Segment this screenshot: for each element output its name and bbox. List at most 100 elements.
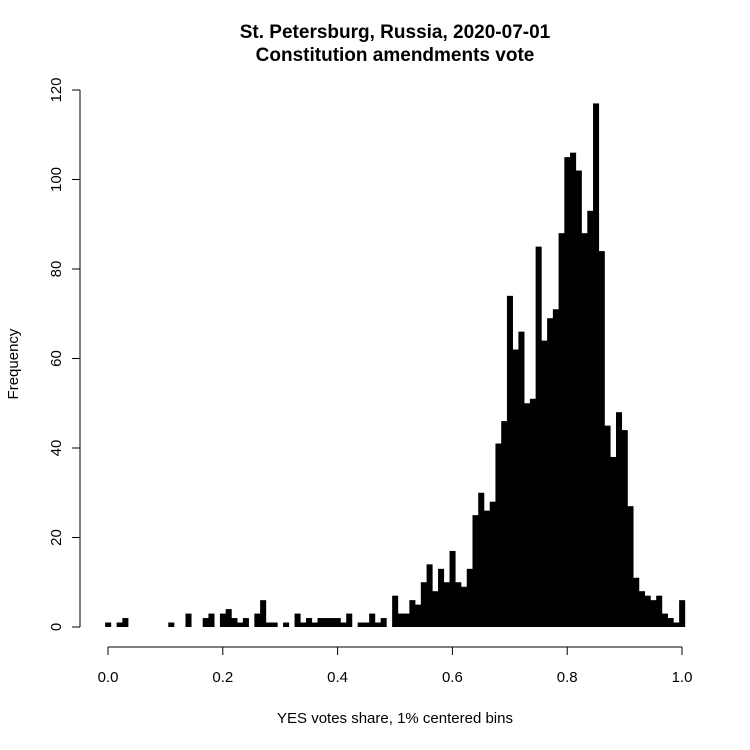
histogram-bar xyxy=(340,622,347,627)
y-tick-label: 20 xyxy=(48,529,65,546)
histogram-bar xyxy=(415,604,422,628)
histogram-bar xyxy=(679,600,686,627)
histogram-bar xyxy=(627,506,634,627)
histogram-bar xyxy=(202,618,209,627)
histogram-bar xyxy=(317,618,324,627)
histogram-bar xyxy=(300,622,307,627)
histogram-bar xyxy=(323,618,330,627)
histogram-bar xyxy=(667,618,674,627)
histogram-bar xyxy=(598,251,605,627)
chart-title-line2: Constitution amendments vote xyxy=(256,45,535,66)
histogram-bar xyxy=(311,622,318,627)
histogram-bar xyxy=(650,600,657,627)
histogram-bar xyxy=(673,622,680,627)
histogram-bar xyxy=(168,622,175,627)
histogram-bar xyxy=(638,591,645,627)
histogram-bar xyxy=(661,613,668,627)
histogram-bar xyxy=(306,618,313,627)
histogram-bar xyxy=(581,233,588,627)
histogram-bar xyxy=(254,613,261,627)
histogram-bar xyxy=(461,586,468,627)
histogram-bar xyxy=(541,340,548,627)
histogram-bar xyxy=(328,618,336,627)
y-tick-label: 80 xyxy=(48,261,65,278)
x-axis: 0.0 0.2 0.4 0.6 0.8 1.0 xyxy=(98,646,693,686)
histogram-bar xyxy=(260,600,267,627)
y-axis: 0 20 40 60 80 100 120 xyxy=(48,77,81,631)
histogram-bar xyxy=(283,622,290,627)
histogram-bar xyxy=(231,618,238,627)
histogram-bar xyxy=(455,582,462,627)
histogram-bar xyxy=(478,492,485,627)
x-tick-label: 0.8 xyxy=(557,669,578,686)
histogram-bar xyxy=(432,591,439,627)
histogram-bar xyxy=(547,318,554,627)
histogram-bar xyxy=(426,564,433,627)
histogram-bar xyxy=(242,618,249,627)
histogram-bar xyxy=(615,412,623,627)
histogram-bar xyxy=(495,443,502,627)
histogram-bar xyxy=(512,349,519,627)
histogram-bar xyxy=(357,622,364,627)
histogram-bar xyxy=(621,430,628,627)
x-tick-label: 0.0 xyxy=(98,669,119,686)
histogram-bar xyxy=(449,550,456,627)
x-tick-label: 0.4 xyxy=(327,669,348,686)
histogram-bar xyxy=(604,425,611,628)
y-tick-label: 0 xyxy=(48,623,65,631)
histogram-bar xyxy=(570,152,577,627)
histogram-bar xyxy=(369,613,376,627)
histogram-bar xyxy=(535,246,542,628)
histogram-bar xyxy=(644,595,651,627)
y-axis-label: Frequency xyxy=(5,328,22,399)
histogram-bar xyxy=(593,103,600,628)
histogram-bar xyxy=(552,309,559,627)
histogram-bar xyxy=(633,577,640,627)
histogram-bar xyxy=(403,613,410,627)
histogram-bar xyxy=(346,613,353,627)
histogram-bar xyxy=(185,613,192,627)
histogram-bar xyxy=(420,582,427,627)
histogram-bar xyxy=(122,618,129,627)
histogram-bar xyxy=(294,613,301,627)
histogram-bar xyxy=(489,501,496,627)
histogram-bar xyxy=(105,622,112,627)
histogram-bar xyxy=(501,421,508,627)
histogram-bar xyxy=(656,595,663,627)
y-tick-label: 120 xyxy=(48,77,65,102)
x-axis-label: YES votes share, 1% centered bins xyxy=(277,710,513,727)
histogram-bar xyxy=(219,613,226,627)
histogram-bar xyxy=(610,456,617,627)
y-tick-label: 60 xyxy=(48,350,65,367)
y-tick-label: 100 xyxy=(48,167,65,192)
x-tick-label: 0.2 xyxy=(212,669,233,686)
histogram-bar xyxy=(409,600,416,627)
histogram-bar xyxy=(374,622,381,627)
histogram-bar xyxy=(397,613,404,627)
histogram-bar xyxy=(558,233,565,627)
chart-title-line1: St. Petersburg, Russia, 2020-07-01 xyxy=(240,22,551,43)
histogram-bar xyxy=(225,609,232,627)
histogram-bar xyxy=(438,568,445,627)
histogram-bar xyxy=(506,295,513,627)
histogram-bar xyxy=(564,157,571,628)
histogram-bar xyxy=(518,331,525,627)
histogram-bar xyxy=(265,622,272,627)
histogram-bar xyxy=(587,210,594,627)
histogram-bar xyxy=(466,568,473,627)
histogram-bar xyxy=(392,595,399,627)
histogram-bar xyxy=(575,170,582,628)
x-tick-label: 1.0 xyxy=(672,669,693,686)
x-tick-label: 0.6 xyxy=(442,669,463,686)
histogram-bar xyxy=(208,613,215,627)
bars-group xyxy=(105,103,686,628)
histogram-bar xyxy=(116,622,123,627)
histogram-bar xyxy=(237,622,244,627)
histogram-bar xyxy=(472,515,479,628)
histogram-bar xyxy=(529,398,536,627)
histogram-bar xyxy=(271,622,278,627)
y-tick-label: 40 xyxy=(48,440,65,457)
histogram-bar xyxy=(443,582,450,627)
